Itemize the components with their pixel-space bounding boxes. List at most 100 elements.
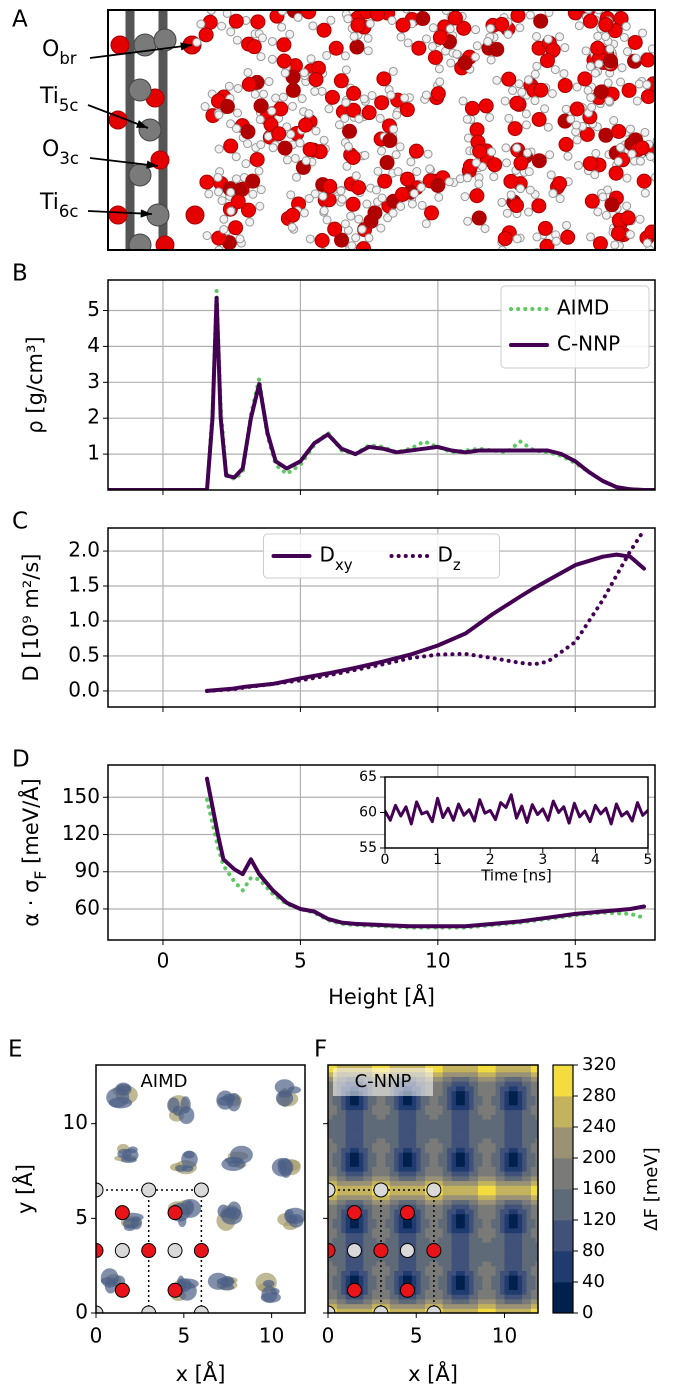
field-cell [336, 1156, 342, 1163]
field-cell [500, 1213, 506, 1219]
field-cell [420, 1232, 426, 1238]
field-cell [385, 1303, 391, 1309]
field-cell [455, 1242, 461, 1248]
field-cell [372, 1166, 378, 1172]
field-cell [482, 1180, 488, 1186]
field-cell [350, 1298, 356, 1305]
field-cell [376, 1114, 382, 1120]
field-cell [341, 1189, 347, 1196]
field-cell [411, 1114, 417, 1120]
field-cell [345, 1161, 351, 1167]
field-cell [336, 1128, 342, 1134]
field-cell [411, 1237, 417, 1243]
field-cell [354, 1156, 360, 1163]
field-cell [530, 1218, 536, 1224]
field-cell [407, 1109, 413, 1115]
field-cell [341, 1156, 347, 1163]
field-cell [469, 1251, 475, 1257]
field-cell [429, 1289, 435, 1295]
field-cell [336, 1227, 342, 1234]
field-cell [336, 1284, 342, 1290]
field-cell [464, 1161, 470, 1167]
field-cell [482, 1260, 488, 1267]
field-cell [438, 1289, 444, 1295]
field-cell [367, 1152, 373, 1158]
map-title: AIMD [140, 1071, 187, 1092]
field-cell [341, 1100, 347, 1106]
field-cell [350, 1270, 356, 1276]
field-cell [508, 1065, 514, 1068]
oxygen-atom [399, 171, 415, 187]
field-cell [429, 1260, 435, 1267]
field-cell [530, 1147, 536, 1153]
field-cell [367, 1208, 373, 1215]
field-cell [341, 1242, 347, 1248]
field-cell [504, 1185, 510, 1191]
hydrogen-atom [222, 10, 232, 18]
field-cell [403, 1223, 409, 1229]
field-cell [332, 1227, 338, 1234]
field-cell [403, 1133, 409, 1139]
field-cell [513, 1104, 519, 1111]
field-cell [394, 1289, 400, 1295]
field-cell [508, 1123, 514, 1130]
field-cell [394, 1246, 400, 1253]
field-cell [389, 1256, 395, 1262]
oxygen-atom [411, 40, 427, 56]
field-cell [455, 1090, 461, 1096]
field-cell [367, 1279, 373, 1286]
field-cell [455, 1152, 461, 1158]
field-cell [345, 1298, 351, 1305]
field-cell [433, 1265, 439, 1272]
oxygen-atom [464, 100, 480, 116]
field-cell [332, 1223, 338, 1229]
field-cell [411, 1137, 417, 1144]
field-cell [389, 1218, 395, 1224]
field-cell [407, 1218, 413, 1224]
field-cell [420, 1279, 426, 1286]
field-cell [500, 1090, 506, 1096]
field-cell [486, 1123, 492, 1130]
field-cell [482, 1284, 488, 1290]
field-cell [341, 1227, 347, 1234]
subscript: F [31, 871, 50, 880]
hydrogen-atom [416, 182, 426, 192]
field-cell [460, 1152, 466, 1158]
field-cell [513, 1161, 519, 1167]
field-cell [455, 1303, 461, 1309]
field-cell [372, 1194, 378, 1201]
field-cell [433, 1081, 439, 1087]
hydrogen-atom [617, 63, 627, 73]
field-cell [398, 1142, 404, 1148]
field-cell [447, 1081, 453, 1087]
field-cell [425, 1065, 431, 1068]
field-cell [508, 1256, 514, 1262]
field-cell [438, 1152, 444, 1158]
field-cell [500, 1156, 506, 1163]
field-cell [451, 1123, 457, 1130]
field-cell [451, 1161, 457, 1167]
y-tick-label: 5 [87, 297, 100, 321]
field-cell [442, 1303, 448, 1309]
field-cell [429, 1256, 435, 1262]
field-cell [376, 1166, 382, 1172]
field-cell [350, 1265, 356, 1272]
field-cell [380, 1133, 386, 1139]
field-cell [530, 1242, 536, 1248]
y-tick-label: 10 [63, 1110, 88, 1134]
field-cell [438, 1242, 444, 1248]
field-cell [389, 1270, 395, 1276]
field-cell [486, 1142, 492, 1148]
field-cell [508, 1142, 514, 1148]
field-cell [411, 1175, 417, 1182]
field-cell [345, 1189, 351, 1196]
field-cell [464, 1104, 470, 1111]
field-cell [491, 1270, 497, 1276]
field-cell [420, 1294, 426, 1300]
field-cell [464, 1171, 470, 1177]
field-cell [442, 1118, 448, 1125]
field-cell [451, 1066, 457, 1073]
field-cell [473, 1194, 479, 1201]
field-cell [469, 1237, 475, 1243]
field-cell [385, 1118, 391, 1125]
